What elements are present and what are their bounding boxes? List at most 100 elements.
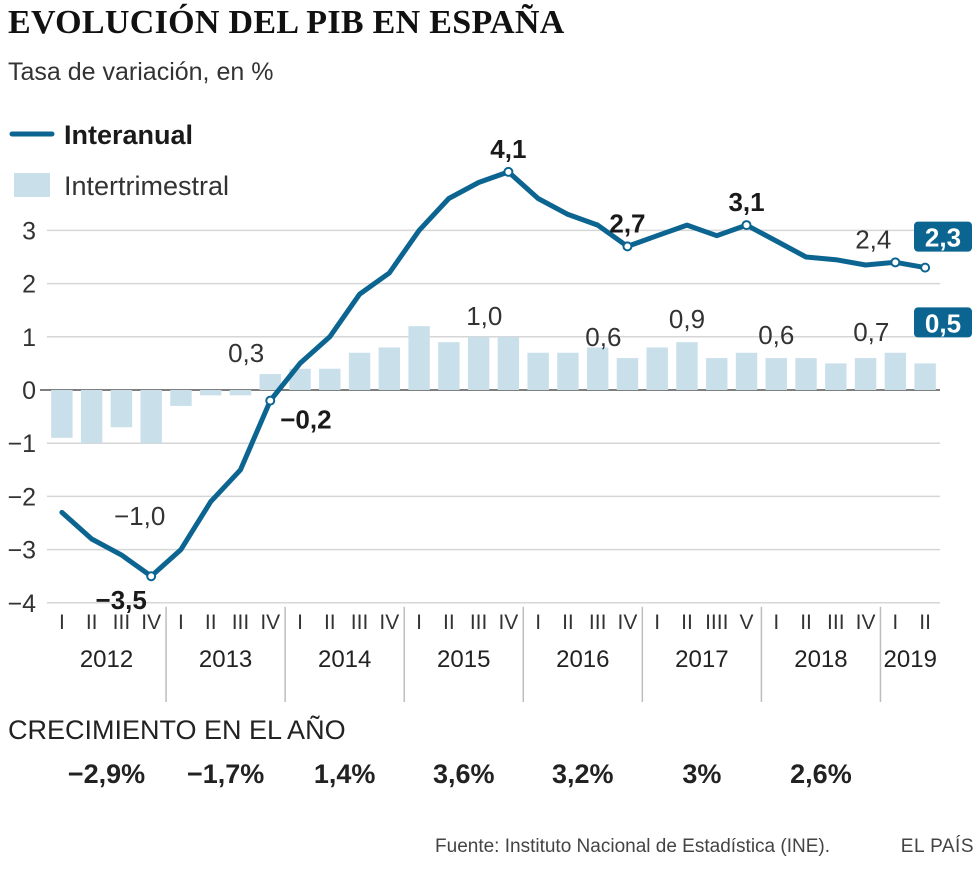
year-label: 2014 xyxy=(318,646,371,673)
year-label: 2018 xyxy=(794,646,847,673)
intertrimestral-bars xyxy=(51,326,936,444)
legend-bar-swatch xyxy=(14,173,50,197)
source-note: Fuente: Instituto Nacional de Estadístic… xyxy=(435,836,830,857)
value-badge xyxy=(914,221,972,252)
interanual-data-label: 3,1 xyxy=(728,187,764,217)
quarter-tick-label: IV xyxy=(379,611,399,634)
year-label: 2012 xyxy=(80,646,133,673)
year-label: 2015 xyxy=(437,646,490,673)
highlight-marker xyxy=(265,395,276,406)
intertrimestral-data-label: 0,9 xyxy=(669,304,705,334)
annual-growth-row: CRECIMIENTO EN EL AÑO −2,9% −1,7% 1,4% 3,6%… xyxy=(8,714,852,789)
intertrimestral-bar xyxy=(51,390,73,438)
intertrimestral-data-label: 1,0 xyxy=(466,301,502,331)
annual-growth-value: −2,9% xyxy=(68,759,145,789)
y-tick-label: −3 xyxy=(7,537,36,565)
intertrimestral-bar xyxy=(914,363,936,390)
intertrimestral-bar xyxy=(229,390,252,396)
year-label: 2017 xyxy=(675,646,728,673)
intertrimestral-bar xyxy=(527,352,549,390)
annual-growth-value: 1,4% xyxy=(314,759,376,789)
intertrimestral-bar xyxy=(140,390,162,444)
quarter-tick-label: I xyxy=(178,611,184,634)
quarter-tick-label: I xyxy=(535,611,541,634)
intertrimestral-bar xyxy=(825,363,847,390)
intertrimestral-bar xyxy=(854,358,877,390)
quarter-tick-label: II xyxy=(800,611,812,634)
intertrimestral-bar xyxy=(259,374,281,390)
highlight-marker xyxy=(890,257,901,268)
interanual-data-label: 4,1 xyxy=(490,134,526,164)
legend-intertrimestral-label: Intertrimestral xyxy=(64,171,229,201)
intertrimestral-bar xyxy=(884,352,907,390)
intertrimestral-data-label: 0,3 xyxy=(228,338,264,368)
intertrimestral-bar xyxy=(408,326,430,390)
y-tick-label: 2 xyxy=(22,271,36,299)
quarter-tick-label: IV xyxy=(498,611,518,634)
intertrimestral-data-label: 0,5 xyxy=(925,308,961,338)
intertrimestral-bar xyxy=(765,358,787,390)
quarter-tick-label: I xyxy=(773,611,779,634)
quarter-tick-label: III xyxy=(232,611,250,634)
quarter-tick-label: IV xyxy=(856,611,876,634)
quarter-tick-label: IV xyxy=(141,611,161,634)
intertrimestral-bar xyxy=(200,390,222,396)
annual-growth-value: 3,2% xyxy=(552,759,614,789)
quarter-tick-label: IIII xyxy=(705,611,728,634)
intertrimestral-bar xyxy=(616,358,639,390)
intertrimestral-bar xyxy=(497,336,520,390)
intertrimestral-data-label: 0,6 xyxy=(758,320,794,350)
quarter-tick-label: II xyxy=(205,611,217,634)
intertrimestral-bar xyxy=(467,336,490,390)
intertrimestral-bar xyxy=(348,352,371,390)
intertrimestral-bar xyxy=(586,347,609,390)
intertrimestral-bar xyxy=(378,347,401,390)
chart-subtitle: Tasa de variación, en % xyxy=(8,58,274,86)
intertrimestral-bar xyxy=(80,390,103,444)
quarter-tick-label: II xyxy=(919,611,931,634)
y-tick-label: 1 xyxy=(22,324,36,352)
interanual-line xyxy=(59,169,928,579)
x-axis: I II III IV I II III IV I II III IV I II III IV I II III IV… xyxy=(59,606,937,702)
quarter-tick-label: I xyxy=(59,611,65,634)
grid-lines xyxy=(40,229,940,604)
quarter-tick-label: III xyxy=(351,611,369,634)
quarter-tick-label: IV xyxy=(618,611,638,634)
interanual-data-label: −3,5 xyxy=(96,585,147,615)
chart-title: EVOLUCIÓN DEL PIB EN ESPAÑA xyxy=(8,4,565,41)
quarter-tick-label: II xyxy=(86,611,98,634)
quarter-tick-label: II xyxy=(681,611,693,634)
intertrimestral-bar xyxy=(735,352,758,390)
intertrimestral-bar xyxy=(706,358,728,390)
quarter-tick-label: I xyxy=(297,611,303,634)
y-tick-label: −1 xyxy=(7,430,36,458)
quarter-tick-label: I xyxy=(416,611,422,634)
annual-growth-value: 3,6% xyxy=(433,759,495,789)
y-tick-label: −4 xyxy=(7,590,36,618)
value-badge xyxy=(914,307,972,338)
interanual-series-line xyxy=(59,169,928,579)
year-label: 2019 xyxy=(884,646,937,673)
interanual-data-label: 2,4 xyxy=(855,224,891,254)
data-labels: −3,5 −0,2 4,1 2,7 3,1 2,4 2,3 −1,0 0,3 1,0 0,6 0,9 0… xyxy=(96,134,972,615)
annual-growth-value: 2,6% xyxy=(790,759,852,789)
quarter-tick-label: III xyxy=(113,611,131,634)
intertrimestral-data-label: −1,0 xyxy=(114,501,165,531)
quarter-tick-label: IV xyxy=(260,611,280,634)
y-tick-label: 0 xyxy=(22,377,36,405)
brand-logo: EL PAÍS xyxy=(900,836,974,857)
growth-heading: CRECIMIENTO EN EL AÑO xyxy=(8,714,346,745)
highlight-marker xyxy=(622,241,633,252)
interanual-data-label: 2,3 xyxy=(925,223,961,253)
intertrimestral-bar xyxy=(676,342,698,390)
annual-growth-value: 3% xyxy=(682,759,721,789)
intertrimestral-bar xyxy=(438,342,460,390)
year-label: 2013 xyxy=(199,646,252,673)
y-tick-label: −2 xyxy=(7,483,36,511)
interanual-data-label: 2,7 xyxy=(609,208,645,238)
intertrimestral-bar xyxy=(170,390,192,406)
gdp-chart: Interanual Intertrimestral −4−3−2−10123 … xyxy=(7,120,972,789)
quarter-tick-label: III xyxy=(470,611,488,634)
interanual-data-label: −0,2 xyxy=(280,405,331,435)
intertrimestral-bar xyxy=(557,352,579,390)
